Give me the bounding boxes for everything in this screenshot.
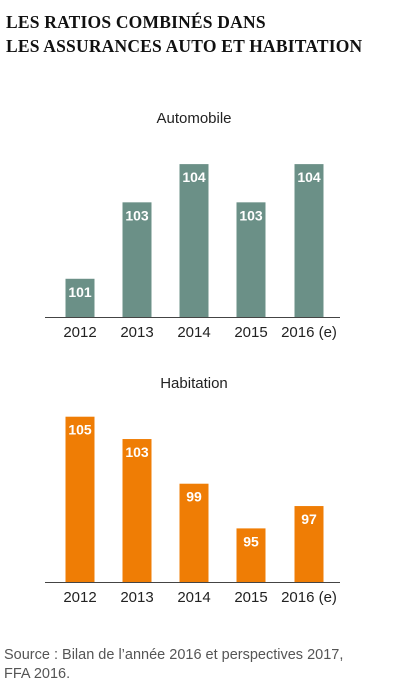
bar-2016e bbox=[294, 164, 324, 317]
value-label: 97 bbox=[301, 511, 317, 527]
value-label: 103 bbox=[125, 207, 149, 223]
value-label: 99 bbox=[186, 489, 202, 505]
bar-2015 bbox=[236, 202, 266, 317]
value-label: 105 bbox=[68, 422, 92, 438]
x-tick-label: 2013 bbox=[120, 324, 153, 341]
bar-2013 bbox=[122, 439, 152, 582]
value-label: 101 bbox=[68, 284, 92, 300]
bar-2012 bbox=[65, 278, 95, 317]
x-tick-label: 2015 bbox=[234, 589, 267, 606]
value-label: 95 bbox=[243, 533, 259, 549]
infographic-title: LES RATIOS COMBINÉS DANS LES ASSURANCES … bbox=[6, 10, 406, 58]
bar-2013 bbox=[122, 202, 152, 317]
x-tick-label: 2016 (e) bbox=[281, 324, 337, 341]
source-note: Source : Bilan de l’année 2016 et perspe… bbox=[4, 646, 404, 684]
chart-title: Automobile bbox=[156, 110, 231, 127]
value-label: 104 bbox=[182, 169, 206, 185]
x-tick-label: 2016 (e) bbox=[281, 589, 337, 606]
bar-2016e bbox=[294, 506, 324, 582]
title-line-2: LES ASSURANCES AUTO ET HABITATION bbox=[6, 36, 363, 56]
title-line-1: LES RATIOS COMBINÉS DANS bbox=[6, 12, 266, 32]
x-tick-label: 2012 bbox=[63, 324, 96, 341]
habitation-bar-chart: Habitation 105 2012 103 2013 99 2014 95 2015 97 20… bbox=[45, 375, 340, 606]
source-line-1: Source : Bilan de l’année 2016 et perspe… bbox=[4, 647, 344, 663]
bar-2014 bbox=[179, 483, 209, 582]
x-tick-label: 2013 bbox=[120, 589, 153, 606]
bar-2012 bbox=[65, 416, 95, 582]
x-tick-label: 2014 bbox=[177, 589, 210, 606]
x-tick-label: 2012 bbox=[63, 589, 96, 606]
bar-2015 bbox=[236, 528, 266, 582]
value-label: 103 bbox=[125, 444, 149, 460]
chart-title: Habitation bbox=[160, 375, 228, 392]
source-line-2: FFA 2016. bbox=[4, 666, 71, 682]
bar-2014 bbox=[179, 164, 209, 317]
value-label: 104 bbox=[297, 169, 321, 185]
x-tick-label: 2015 bbox=[234, 324, 267, 341]
value-label: 103 bbox=[239, 207, 263, 223]
x-tick-label: 2014 bbox=[177, 324, 210, 341]
automobile-bar-chart: Automobile 101 2012 103 2013 104 2014 103 2015 10… bbox=[45, 110, 340, 341]
